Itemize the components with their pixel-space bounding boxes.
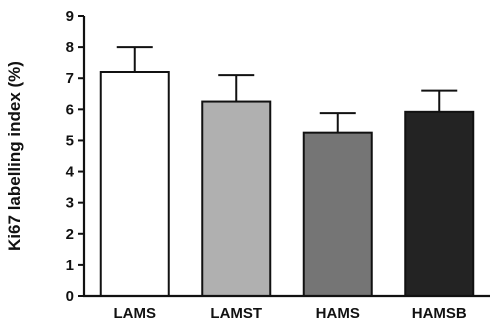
- y-tick-label-2: 2: [66, 226, 74, 243]
- y-tick-label-0: 0: [66, 288, 74, 305]
- bar-hamsb: [404, 110, 475, 297]
- x-label-hams: HAMS: [316, 305, 360, 322]
- y-tick-label-4: 4: [66, 164, 75, 181]
- error-bar-hams: [319, 112, 356, 133]
- error-bar-lams: [116, 46, 153, 72]
- error-bar-hamsb: [421, 89, 458, 112]
- y-tick-label-6: 6: [66, 101, 74, 118]
- y-tick-label-1: 1: [66, 257, 74, 274]
- bar-series: [99, 71, 475, 297]
- y-tick-label-9: 9: [66, 8, 74, 25]
- y-tick-label-3: 3: [66, 195, 74, 212]
- error-bars: [116, 46, 458, 133]
- x-label-lams: LAMS: [114, 305, 157, 322]
- y-tick-label-8: 8: [66, 39, 74, 56]
- y-axis-title: Ki67 labelling index (%): [5, 61, 24, 251]
- y-tick-label-5: 5: [66, 132, 74, 149]
- error-bar-lamst: [218, 74, 255, 102]
- x-label-lamst: LAMST: [210, 305, 262, 322]
- y-axis-ticks: 0 1 2 3 4 5 6 7 8 9: [66, 8, 84, 305]
- bar-lams: [99, 71, 170, 297]
- x-label-hamsb: HAMSB: [412, 305, 467, 322]
- bar-lamst: [201, 100, 272, 297]
- y-tick-label-7: 7: [66, 70, 74, 87]
- x-axis-labels: LAMS LAMST HAMS HAMSB: [114, 305, 467, 322]
- bar-hams: [302, 131, 373, 297]
